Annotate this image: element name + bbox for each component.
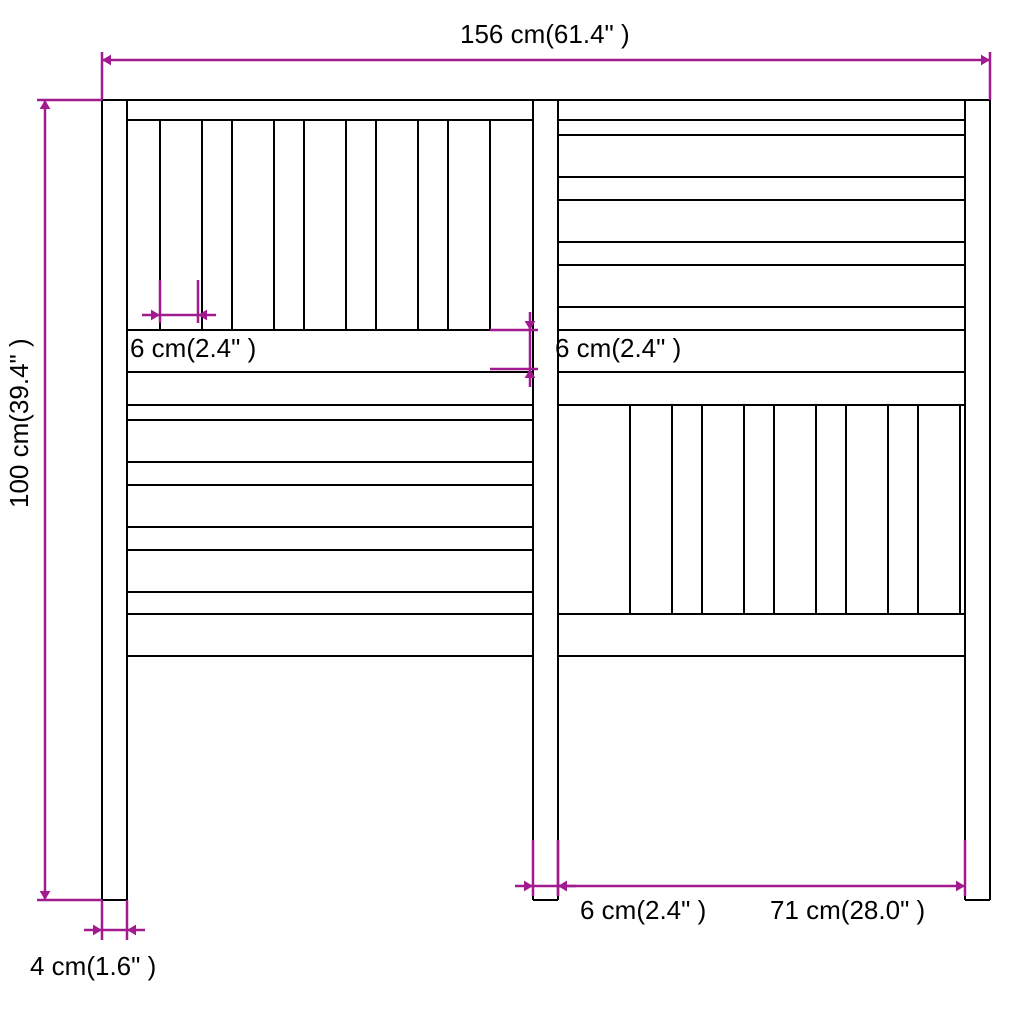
label-overall-width: 156 cm(61.4" ) <box>460 20 630 49</box>
label-overall-height: 100 cm(39.4" ) <box>5 338 34 508</box>
label-half-width: 71 cm(28.0" ) <box>770 896 925 925</box>
diagram-stage: 156 cm(61.4" ) 100 cm(39.4" ) 4 cm(1.6" … <box>0 0 1024 1024</box>
label-leg-depth: 4 cm(1.6" ) <box>30 952 156 981</box>
label-slat-gap-v: 6 cm(2.4" ) <box>555 334 681 363</box>
label-mid-post-w: 6 cm(2.4" ) <box>580 896 706 925</box>
diagram-svg <box>0 0 1024 1024</box>
label-slat-gap-h: 6 cm(2.4" ) <box>130 334 256 363</box>
